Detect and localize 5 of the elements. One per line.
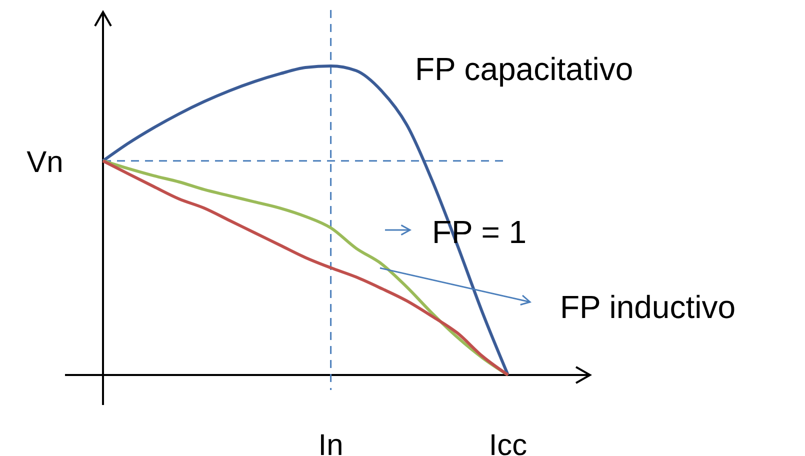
x-tick-label: In <box>318 429 344 456</box>
x-tick-label: Icc <box>488 429 528 456</box>
annotation: FP capacitativo <box>415 51 634 87</box>
ref-line-label: Vn <box>26 146 64 179</box>
text: FP inductivo <box>560 289 736 325</box>
